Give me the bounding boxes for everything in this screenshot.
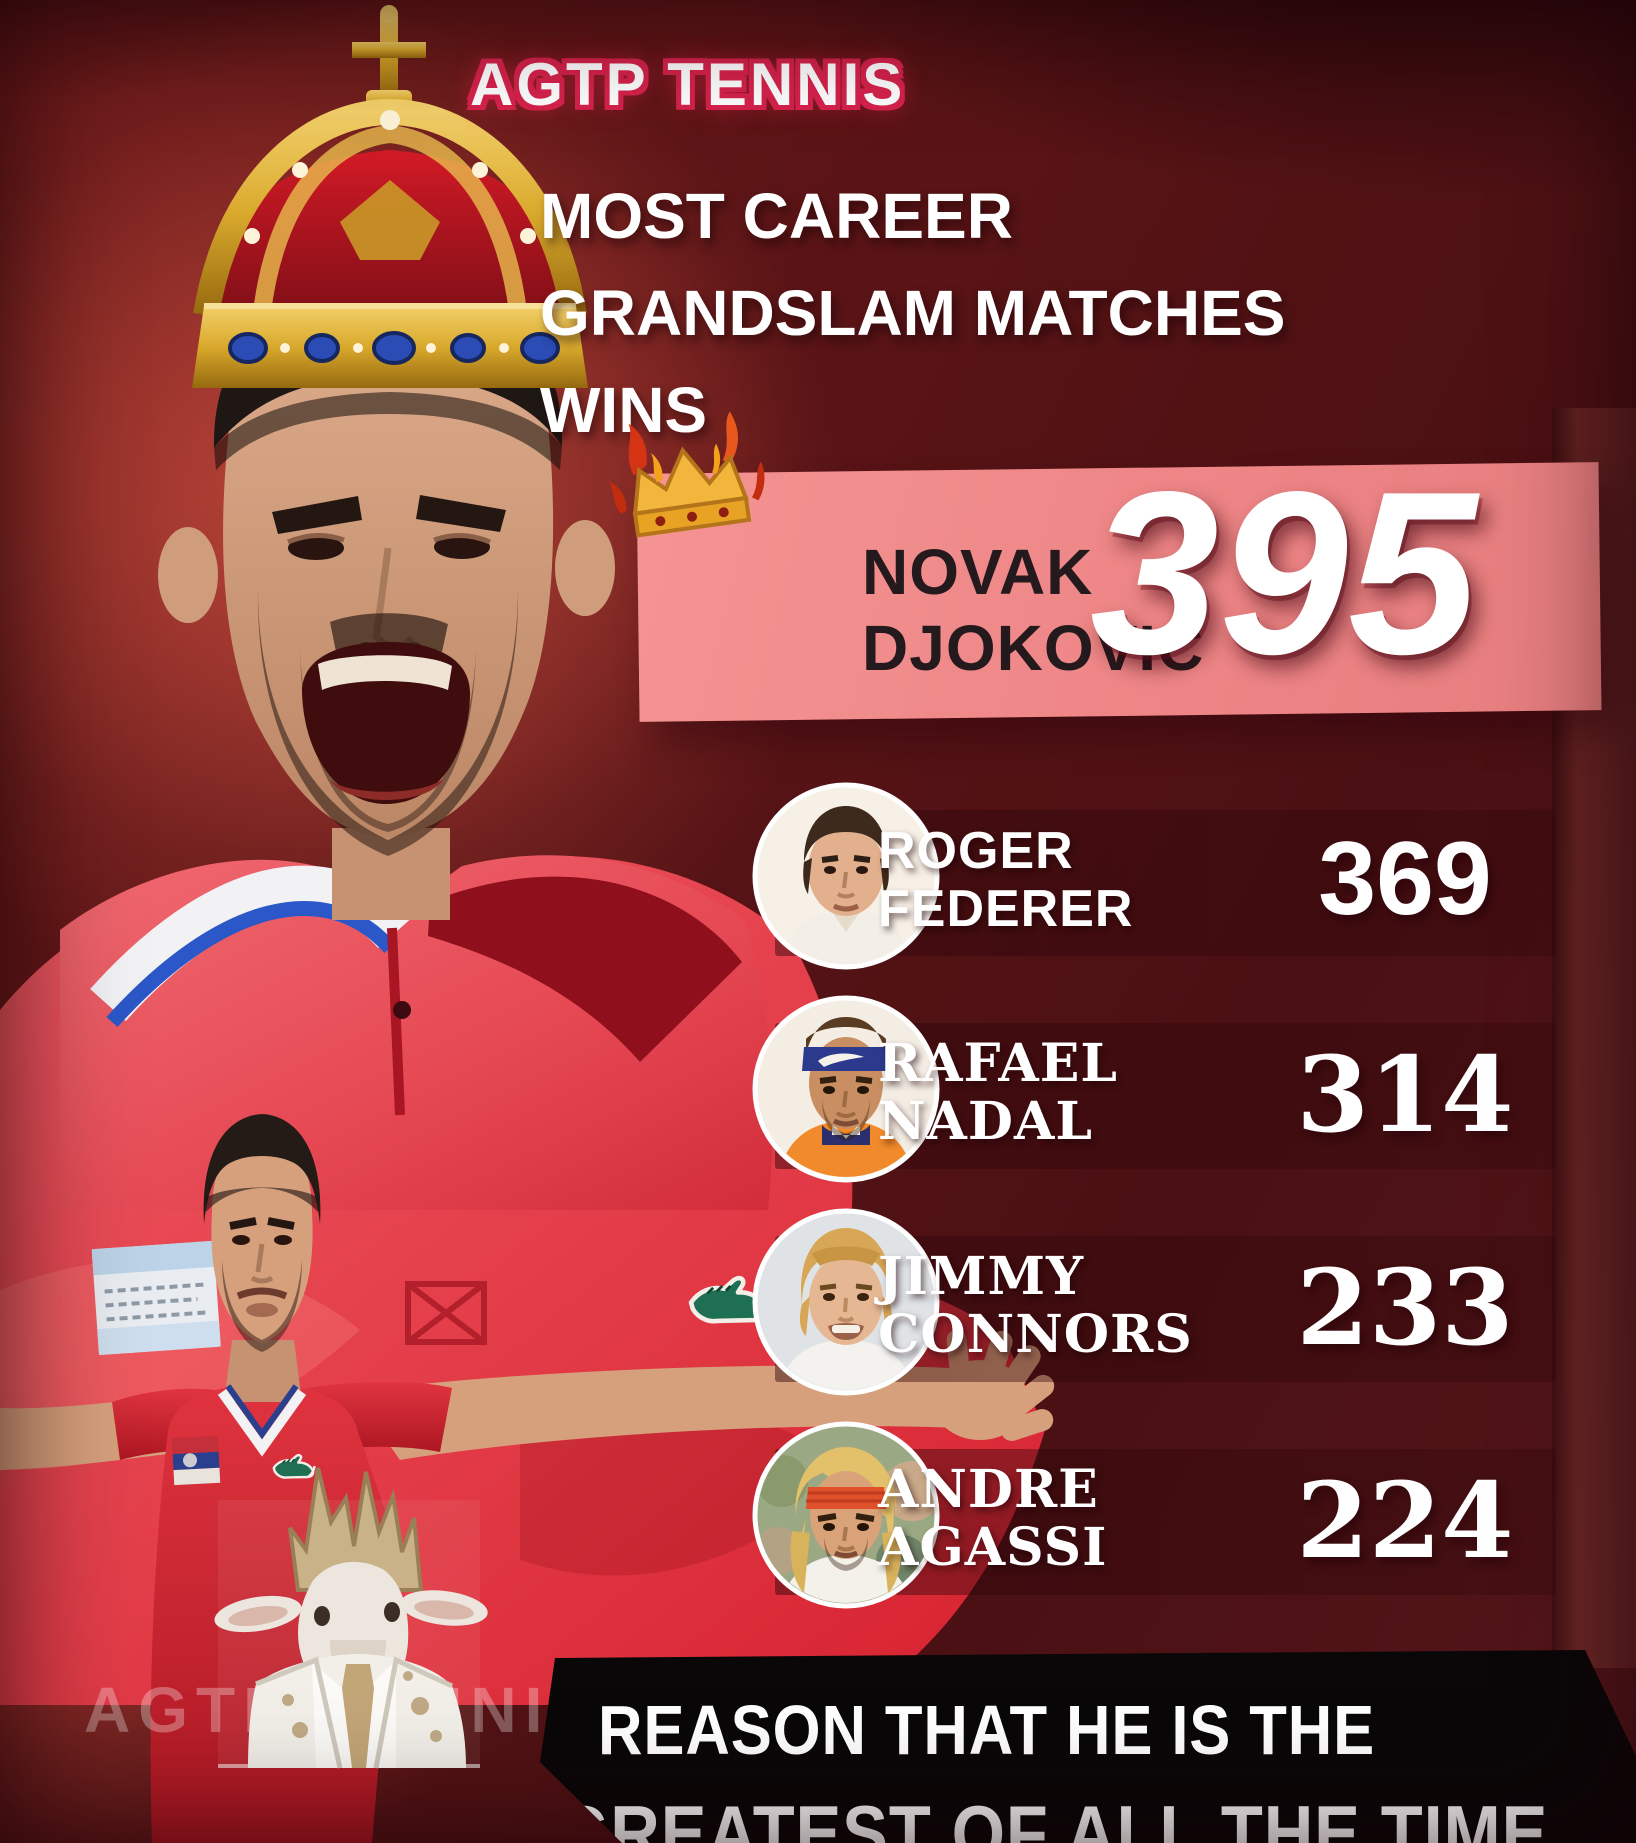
- row-name-nadal: RAFAEL NADAL: [878, 1033, 1118, 1152]
- leader-name-line-2: DJOKOVIC: [862, 612, 1205, 684]
- agassi-headband: [806, 1487, 886, 1509]
- rafael-nadal-avatar: [752, 995, 940, 1183]
- andre-agassi-avatar: [752, 1421, 940, 1609]
- roger-federer-avatar: [752, 782, 940, 970]
- row-name-connors: JIMMY CONNORS: [878, 1246, 1193, 1365]
- leader-name-line-1: NOVAK: [862, 536, 1094, 608]
- pocket-stitch: [405, 1281, 487, 1345]
- row-wins-nadal: 314: [1296, 1033, 1514, 1156]
- row-name-federer: ROGER FEDERER: [878, 822, 1134, 938]
- page-title: MOST CAREER GRANDSLAM MATCHES WINS: [540, 168, 1400, 459]
- flaming-crown-icon: [608, 411, 765, 538]
- jimmy-connors-avatar: [752, 1208, 940, 1396]
- antler-crown: [288, 1467, 424, 1592]
- title-line-2: GRANDSLAM MATCHES: [540, 277, 1286, 349]
- row-wins-agassi: 224: [1296, 1459, 1514, 1582]
- royal-crown-icon: [192, 5, 588, 388]
- caption-line-1: REASON THAT HE IS THE: [598, 1691, 1376, 1769]
- caption-banner: REASON THAT HE IS THE GREATEST OF ALL TH…: [540, 1650, 1636, 1843]
- serbia-flag-patch: [171, 1435, 221, 1486]
- row-name-agassi: ANDRE AGASSI: [878, 1459, 1108, 1578]
- leader-name: NOVAK DJOKOVIC: [862, 534, 1204, 686]
- caption-line-2: GREATEST OF ALL THE TIME: [556, 1789, 1549, 1843]
- open-hand: [932, 1330, 1055, 1441]
- shirt-label-patch: [91, 1240, 221, 1356]
- title-line-1: MOST CAREER: [540, 180, 1013, 252]
- row-wins-connors: 233: [1296, 1246, 1514, 1369]
- nike-swoosh-icon: [818, 1053, 864, 1067]
- brand-title: AGTP TENNIS: [470, 51, 906, 118]
- row-wins-federer: 369: [1318, 821, 1492, 937]
- leader-wins-value: 395: [1090, 444, 1478, 703]
- title-line-3: WINS: [540, 374, 708, 446]
- goat-in-suit-mascot: [214, 1467, 488, 1769]
